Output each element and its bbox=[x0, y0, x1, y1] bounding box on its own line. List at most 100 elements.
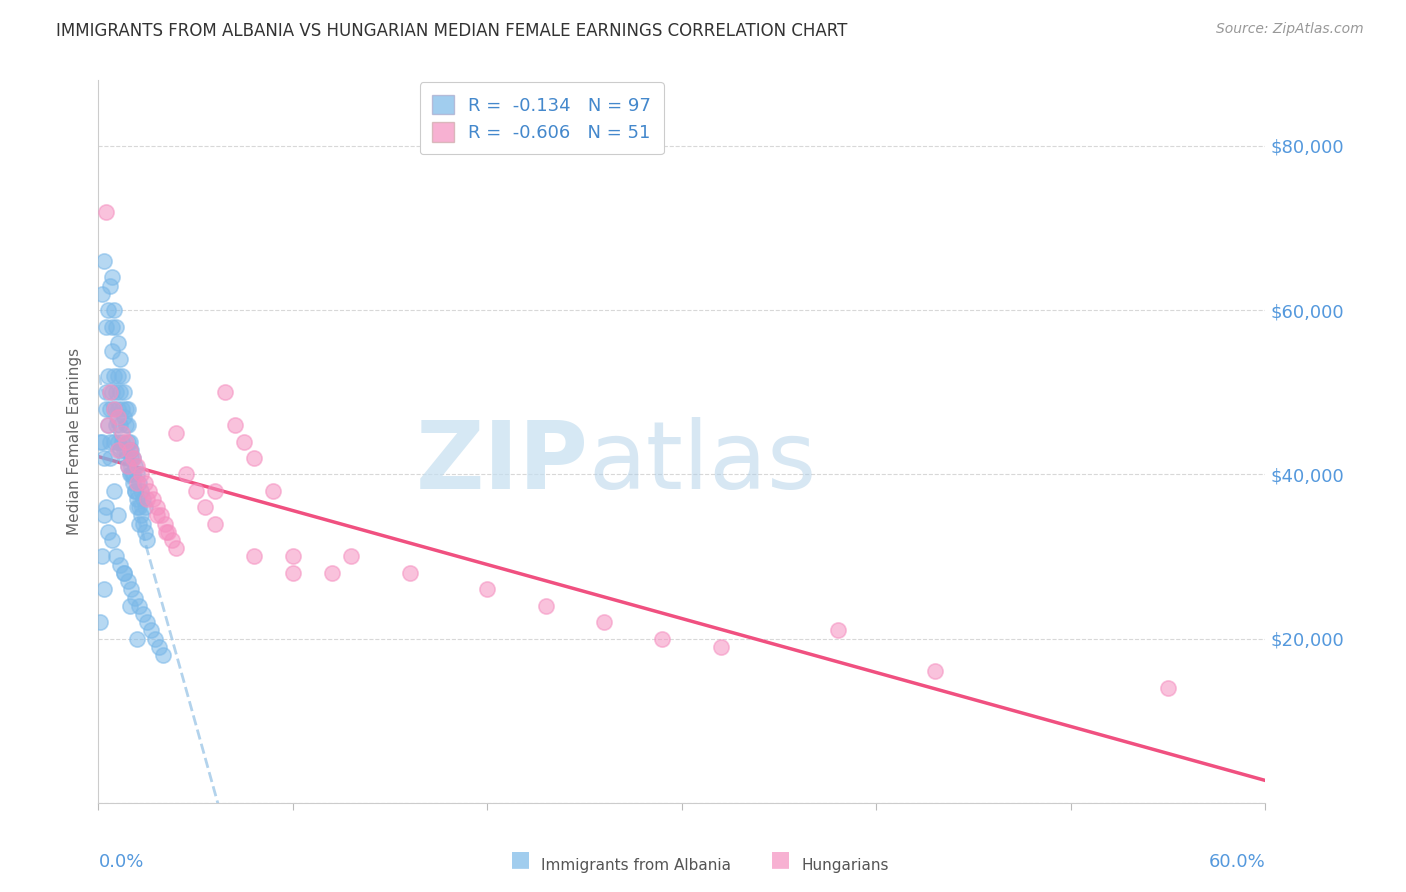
Text: 60.0%: 60.0% bbox=[1209, 854, 1265, 871]
Point bbox=[534, 599, 557, 613]
Point bbox=[129, 508, 152, 523]
Point bbox=[96, 319, 118, 334]
Point bbox=[165, 541, 187, 556]
Point bbox=[204, 483, 226, 498]
Legend: R =  -0.134   N = 97, R =  -0.606   N = 51: R = -0.134 N = 97, R = -0.606 N = 51 bbox=[420, 82, 664, 154]
Point bbox=[155, 524, 177, 539]
Point bbox=[174, 467, 197, 482]
Point bbox=[111, 368, 134, 383]
Point bbox=[924, 665, 946, 679]
Point bbox=[108, 385, 131, 400]
Point bbox=[121, 467, 143, 482]
Point bbox=[224, 418, 246, 433]
Point bbox=[321, 566, 343, 580]
Point bbox=[124, 483, 146, 498]
Point bbox=[97, 524, 120, 539]
Point bbox=[91, 549, 114, 564]
Point bbox=[146, 508, 169, 523]
Point bbox=[93, 582, 115, 597]
Point bbox=[107, 336, 129, 351]
Point bbox=[93, 253, 115, 268]
Point bbox=[112, 566, 135, 580]
Point bbox=[114, 401, 136, 416]
Text: Source: ZipAtlas.com: Source: ZipAtlas.com bbox=[1216, 22, 1364, 37]
Point bbox=[134, 524, 156, 539]
Point bbox=[93, 450, 115, 465]
Point bbox=[127, 459, 149, 474]
Point bbox=[104, 418, 127, 433]
Point bbox=[104, 319, 127, 334]
Point bbox=[101, 533, 124, 547]
Point bbox=[93, 508, 115, 523]
Point bbox=[128, 599, 150, 613]
Point bbox=[111, 434, 134, 449]
Point bbox=[117, 459, 139, 474]
Point bbox=[143, 632, 166, 646]
Point bbox=[165, 426, 187, 441]
Point bbox=[114, 418, 136, 433]
Point bbox=[112, 385, 135, 400]
Point bbox=[101, 270, 124, 285]
Point bbox=[107, 409, 129, 424]
Point bbox=[194, 500, 217, 515]
Point bbox=[651, 632, 673, 646]
Point bbox=[114, 434, 136, 449]
Point bbox=[96, 500, 118, 515]
Point bbox=[121, 450, 143, 465]
Y-axis label: Median Female Earnings: Median Female Earnings bbox=[67, 348, 83, 535]
Point bbox=[243, 549, 266, 564]
Point bbox=[710, 640, 733, 654]
Point bbox=[97, 418, 120, 433]
Point bbox=[103, 401, 125, 416]
Text: IMMIGRANTS FROM ALBANIA VS HUNGARIAN MEDIAN FEMALE EARNINGS CORRELATION CHART: IMMIGRANTS FROM ALBANIA VS HUNGARIAN MED… bbox=[56, 22, 848, 40]
Point bbox=[139, 624, 162, 638]
Text: atlas: atlas bbox=[589, 417, 817, 509]
Point bbox=[157, 524, 180, 539]
Point bbox=[111, 426, 134, 441]
Point bbox=[98, 434, 121, 449]
Point bbox=[107, 368, 129, 383]
Point bbox=[142, 491, 165, 506]
Point bbox=[153, 516, 176, 531]
Text: ZIP: ZIP bbox=[416, 417, 589, 509]
Point bbox=[117, 401, 139, 416]
Point bbox=[233, 434, 256, 449]
Point bbox=[117, 574, 139, 588]
Text: ■: ■ bbox=[770, 849, 790, 869]
Point bbox=[107, 442, 129, 457]
Point bbox=[128, 475, 150, 490]
Point bbox=[127, 500, 149, 515]
Point bbox=[132, 491, 155, 506]
Point bbox=[91, 434, 114, 449]
Point bbox=[162, 533, 184, 547]
Point bbox=[127, 467, 149, 482]
Point bbox=[108, 442, 131, 457]
Point bbox=[101, 344, 124, 359]
Point bbox=[127, 632, 149, 646]
Point bbox=[117, 434, 139, 449]
Point bbox=[127, 491, 149, 506]
Point bbox=[96, 401, 118, 416]
Point bbox=[107, 401, 129, 416]
Point bbox=[107, 434, 129, 449]
Point bbox=[96, 204, 118, 219]
Point bbox=[149, 508, 172, 523]
Point bbox=[104, 385, 127, 400]
Point bbox=[118, 442, 141, 457]
Point bbox=[214, 385, 236, 400]
Point bbox=[134, 500, 156, 515]
Point bbox=[118, 442, 141, 457]
Point bbox=[243, 450, 266, 465]
Point bbox=[89, 615, 111, 630]
Point bbox=[112, 409, 135, 424]
Text: ■: ■ bbox=[510, 849, 530, 869]
Point bbox=[398, 566, 420, 580]
Point bbox=[97, 418, 120, 433]
Point bbox=[103, 434, 125, 449]
Point bbox=[136, 615, 159, 630]
Point bbox=[108, 352, 131, 367]
Point bbox=[96, 385, 118, 400]
Point bbox=[136, 491, 159, 506]
Point bbox=[117, 418, 139, 433]
Point bbox=[101, 385, 124, 400]
